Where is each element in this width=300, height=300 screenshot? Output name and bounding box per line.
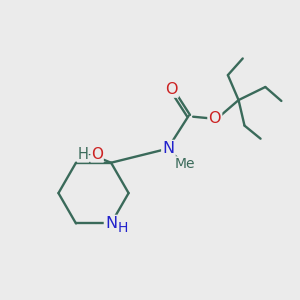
Text: -: - [88,147,93,162]
Text: O: O [165,82,178,97]
Text: H: H [78,147,88,162]
Text: H: H [117,221,128,235]
Text: O: O [208,111,221,126]
Text: Me: Me [175,157,196,171]
Text: O: O [91,147,103,162]
Text: N: N [105,216,117,231]
Text: N: N [162,141,175,156]
